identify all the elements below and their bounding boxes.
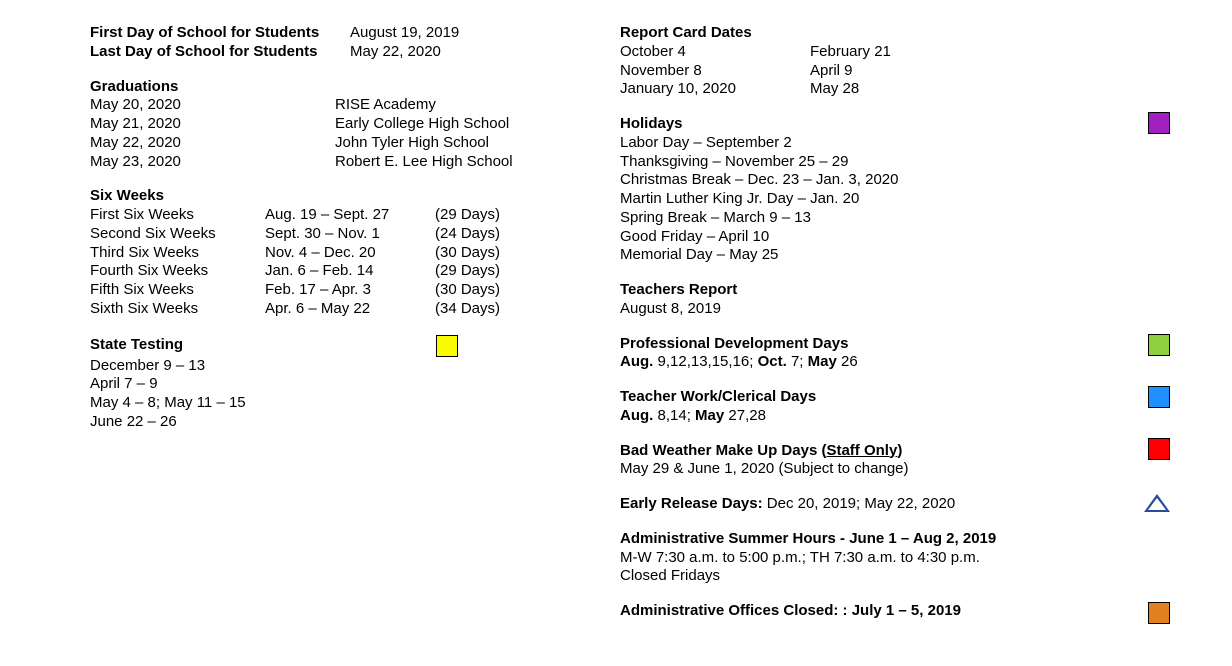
six-weeks-row: Sixth Six WeeksApr. 6 – May 22(34 Days) [90, 300, 560, 319]
graduations-heading: Graduations [90, 78, 560, 97]
state-testing-line: April 7 – 9 [90, 375, 560, 394]
graduation-row: May 22, 2020John Tyler High School [90, 134, 560, 153]
first-last-row: First Day of School for StudentsAugust 1… [90, 24, 560, 43]
offices-closed-legend-box [1148, 602, 1170, 624]
offices-closed-section: Administrative Offices Closed: : July 1 … [620, 602, 1140, 621]
bad-weather-legend-box [1148, 438, 1170, 460]
offices-closed-label: Administrative Offices Closed: : July 1 … [620, 602, 961, 619]
bad-weather-heading: Bad Weather Make Up Days (Staff Only) [620, 442, 1140, 461]
left-column: First Day of School for StudentsAugust 1… [90, 24, 560, 637]
six-weeks-row: Third Six WeeksNov. 4 – Dec. 20(30 Days) [90, 244, 560, 263]
six-weeks-row: Fifth Six WeeksFeb. 17 – Apr. 3(30 Days) [90, 281, 560, 300]
teacher-work-legend-box [1148, 386, 1170, 408]
six-weeks-row: Fourth Six WeeksJan. 6 – Feb. 14(29 Days… [90, 262, 560, 281]
early-release-label: Early Release Days: [620, 495, 763, 512]
report-card-row: January 10, 2020May 28 [620, 80, 1140, 99]
holiday-line: Martin Luther King Jr. Day – Jan. 20 [620, 190, 1140, 209]
state-testing-line: December 9 – 13 [90, 357, 560, 376]
holiday-line: Memorial Day – May 25 [620, 246, 1140, 265]
early-release-value: Dec 20, 2019; May 22, 2020 [763, 495, 956, 512]
holiday-line: Thanksgiving – November 25 – 29 [620, 153, 1140, 172]
holidays-heading: Holidays [620, 115, 1140, 134]
state-testing-section: State Testing December 9 – 13April 7 – 9… [90, 335, 560, 432]
holidays-section: Holidays Labor Day – September 2Thanksgi… [620, 115, 1140, 265]
holiday-line: Spring Break – March 9 – 13 [620, 209, 1140, 228]
teachers-report-section: Teachers Report August 8, 2019 [620, 281, 1140, 319]
admin-hours-heading: Administrative Summer Hours - June 1 – A… [620, 530, 1140, 549]
teacher-work-line: Aug. 8,14; May 27,28 [620, 407, 1140, 426]
graduation-row: May 21, 2020Early College High School [90, 115, 560, 134]
prof-dev-line: Aug. 9,12,13,15,16; Oct. 7; May 26 [620, 353, 1140, 372]
report-card-row: November 8April 9 [620, 62, 1140, 81]
holiday-line: Christmas Break – Dec. 23 – Jan. 3, 2020 [620, 171, 1140, 190]
prof-dev-section: Professional Development Days Aug. 9,12,… [620, 335, 1140, 373]
state-testing-legend-box [436, 335, 458, 357]
admin-hours-line2: Closed Fridays [620, 567, 1140, 586]
prof-dev-legend-box [1148, 334, 1170, 356]
bad-weather-line: May 29 & June 1, 2020 (Subject to change… [620, 460, 1140, 479]
graduations-section: Graduations May 20, 2020RISE AcademyMay … [90, 78, 560, 172]
report-card-section: Report Card Dates October 4February 21No… [620, 24, 1140, 99]
prof-dev-heading: Professional Development Days [620, 335, 1140, 354]
right-column: Report Card Dates October 4February 21No… [620, 24, 1140, 637]
bad-weather-section: Bad Weather Make Up Days (Staff Only) Ma… [620, 442, 1140, 480]
early-release-section: Early Release Days: Dec 20, 2019; May 22… [620, 495, 1140, 514]
six-weeks-section: Six Weeks First Six WeeksAug. 19 – Sept.… [90, 187, 560, 318]
holiday-line: Labor Day – September 2 [620, 134, 1140, 153]
teachers-report-line: August 8, 2019 [620, 300, 1140, 319]
state-testing-line: June 22 – 26 [90, 413, 560, 432]
admin-hours-line1: M-W 7:30 a.m. to 5:00 p.m.; TH 7:30 a.m.… [620, 549, 1140, 568]
teacher-work-heading: Teacher Work/Clerical Days [620, 388, 1140, 407]
six-weeks-row: First Six WeeksAug. 19 – Sept. 27(29 Day… [90, 206, 560, 225]
report-card-heading: Report Card Dates [620, 24, 1140, 43]
admin-hours-section: Administrative Summer Hours - June 1 – A… [620, 530, 1140, 586]
first-last-row: Last Day of School for StudentsMay 22, 2… [90, 43, 560, 62]
graduation-row: May 20, 2020RISE Academy [90, 96, 560, 115]
teacher-work-section: Teacher Work/Clerical Days Aug. 8,14; Ma… [620, 388, 1140, 426]
first-last-section: First Day of School for StudentsAugust 1… [90, 24, 560, 62]
graduation-row: May 23, 2020Robert E. Lee High School [90, 153, 560, 172]
early-release-legend-icon [1144, 494, 1170, 512]
holiday-line: Good Friday – April 10 [620, 228, 1140, 247]
state-testing-heading: State Testing [90, 336, 183, 355]
six-weeks-heading: Six Weeks [90, 187, 560, 206]
teachers-report-heading: Teachers Report [620, 281, 1140, 300]
six-weeks-row: Second Six WeeksSept. 30 – Nov. 1(24 Day… [90, 225, 560, 244]
report-card-row: October 4February 21 [620, 43, 1140, 62]
holidays-legend-box [1148, 112, 1170, 134]
state-testing-line: May 4 – 8; May 11 – 15 [90, 394, 560, 413]
